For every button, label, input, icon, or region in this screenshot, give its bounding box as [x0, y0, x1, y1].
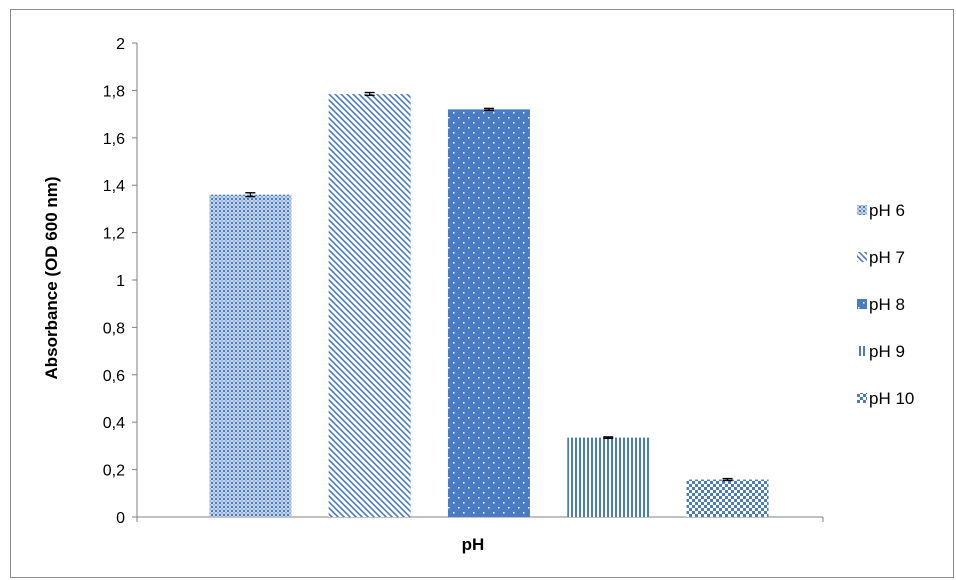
y-tick-label: 1,8 — [103, 83, 125, 100]
legend-item-ph-10: pH 10 — [857, 389, 914, 408]
error-bar-ph-10 — [722, 477, 733, 482]
bar-ph-9 — [567, 437, 650, 517]
legend-label: pH 6 — [869, 201, 905, 220]
chart-frame: 0 0,2 0,4 0,6 0,8 1 1,2 1,4 1,6 1,8 2 pH Absorbanc… — [10, 9, 954, 578]
error-bar-ph-9 — [603, 436, 614, 440]
y-tick-label: 1,4 — [103, 178, 125, 195]
error-bar-ph-8 — [483, 107, 494, 112]
legend-item-ph-9: pH 9 — [857, 342, 905, 361]
legend-swatch — [857, 205, 867, 215]
bar-ph-7 — [328, 93, 411, 517]
legend-swatch — [857, 346, 867, 356]
legend-label: pH 9 — [869, 342, 905, 361]
legend-item-ph-6: pH 6 — [857, 201, 905, 220]
x-axis-title: pH — [462, 535, 485, 554]
legend-swatch — [857, 252, 867, 262]
bar-ph-10 — [686, 479, 769, 517]
legend-label: pH 10 — [869, 389, 914, 408]
bar-ph-6 — [209, 194, 292, 517]
legend-label: pH 7 — [869, 248, 905, 267]
y-tick-label: 2 — [116, 36, 125, 53]
error-bars — [245, 91, 733, 482]
y-tick-label: 1,2 — [103, 226, 125, 243]
legend-item-ph-7: pH 7 — [857, 248, 905, 267]
y-tick-label: 0,4 — [103, 415, 125, 432]
legend-label: pH 8 — [869, 295, 905, 314]
legend-swatch — [857, 393, 867, 403]
y-tick-label: 0,6 — [103, 368, 125, 385]
legend-item-ph-8: pH 8 — [857, 295, 905, 314]
bars — [209, 93, 769, 518]
legend: pH 6 pH 7 pH 8 pH 9 pH 10 — [857, 201, 914, 408]
y-tick-label: 0 — [116, 510, 125, 527]
y-tick-label: 1,6 — [103, 131, 125, 148]
y-tick-label: 0,8 — [103, 320, 125, 337]
bar-ph-8 — [447, 109, 530, 518]
y-tick-label: 1 — [116, 273, 125, 290]
y-tick-label: 0,2 — [103, 463, 125, 480]
error-bar-ph-6 — [245, 192, 256, 198]
error-bar-ph-7 — [364, 91, 375, 97]
legend-swatch — [857, 299, 867, 309]
y-axis-title: Absorbance (OD 600 nm) — [42, 176, 61, 379]
bar-chart: 0 0,2 0,4 0,6 0,8 1 1,2 1,4 1,6 1,8 2 pH Absorbanc… — [42, 36, 914, 554]
